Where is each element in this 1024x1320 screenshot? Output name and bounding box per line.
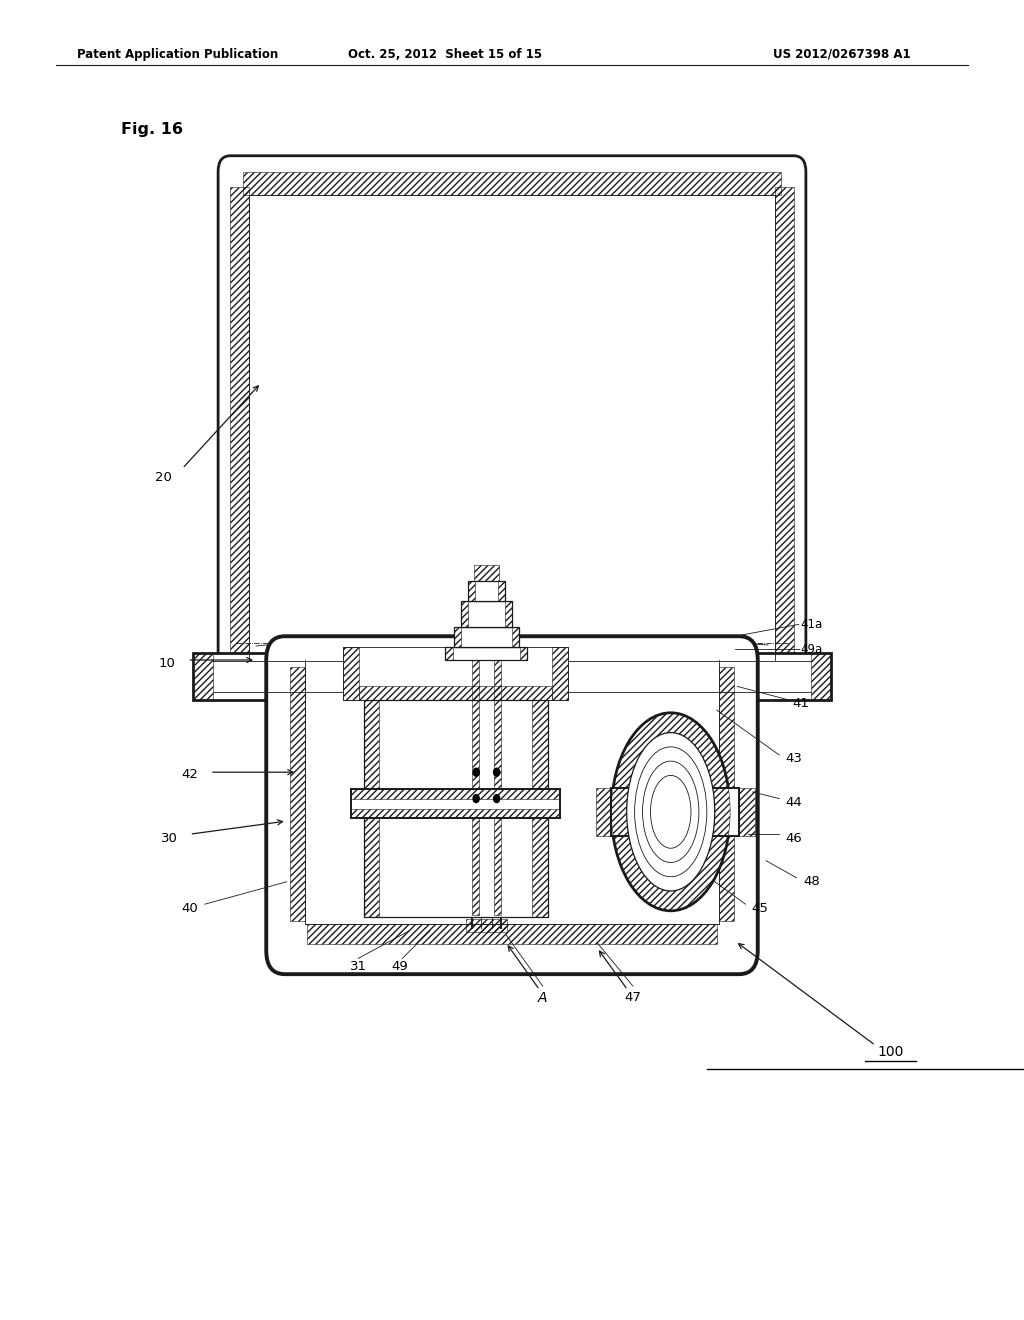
Text: 46: 46	[785, 832, 802, 845]
Bar	[351, 789, 560, 818]
Bar	[468, 581, 505, 601]
Text: 20: 20	[156, 471, 172, 484]
Text: 41: 41	[793, 697, 809, 710]
Ellipse shape	[627, 733, 715, 891]
Text: 31: 31	[350, 960, 367, 973]
Bar	[193, 653, 831, 700]
Text: 42: 42	[181, 768, 198, 781]
Text: 47: 47	[625, 991, 641, 1005]
Bar	[364, 700, 548, 917]
Text: Oct. 25, 2012  Sheet 15 of 15: Oct. 25, 2012 Sheet 15 of 15	[348, 48, 543, 61]
Text: 41a: 41a	[801, 618, 823, 631]
Text: Patent Application Publication: Patent Application Publication	[77, 48, 279, 61]
Circle shape	[494, 768, 500, 776]
Text: 49a: 49a	[801, 643, 823, 656]
Text: A: A	[538, 991, 548, 1005]
Circle shape	[494, 795, 500, 803]
Text: US 2012/0267398 A1: US 2012/0267398 A1	[773, 48, 910, 61]
Bar	[445, 647, 527, 660]
Bar	[611, 788, 739, 836]
Circle shape	[473, 768, 479, 776]
Text: 49: 49	[391, 960, 408, 973]
Text: 10: 10	[159, 657, 175, 671]
Bar	[474, 565, 499, 581]
Text: 45: 45	[752, 902, 768, 915]
Bar	[461, 601, 512, 627]
FancyBboxPatch shape	[266, 636, 758, 974]
Bar	[466, 919, 507, 932]
Circle shape	[473, 795, 479, 803]
Text: Fig. 16: Fig. 16	[121, 121, 183, 137]
Bar	[343, 647, 568, 700]
Text: 30: 30	[161, 832, 177, 845]
Bar	[454, 627, 519, 647]
Text: 43: 43	[785, 752, 802, 766]
Text: 44: 44	[785, 796, 802, 809]
FancyBboxPatch shape	[218, 156, 806, 689]
Ellipse shape	[611, 713, 730, 911]
Text: 48: 48	[804, 875, 820, 888]
Text: 40: 40	[181, 902, 198, 915]
Bar	[307, 653, 717, 713]
Text: 100: 100	[878, 1045, 904, 1059]
